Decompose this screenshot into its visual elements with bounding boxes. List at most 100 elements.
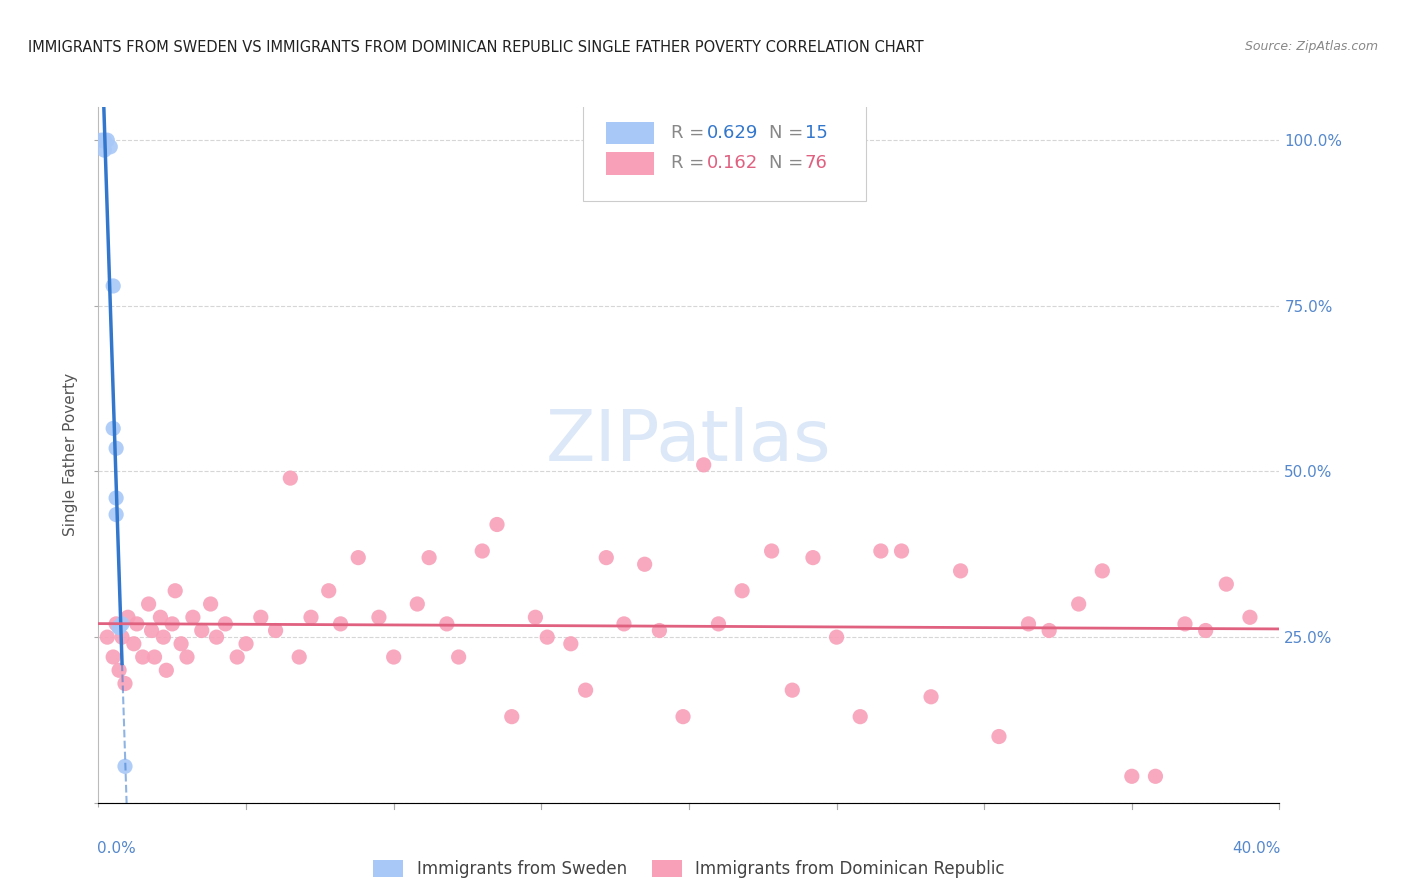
Point (633, 558, 655, 572)
Point (595, 550, 617, 565)
Text: 0.162: 0.162 (707, 154, 758, 172)
Text: 0.629: 0.629 (707, 124, 758, 142)
Point (143, 650, 166, 665)
FancyBboxPatch shape (606, 153, 654, 175)
Point (329, 616, 352, 631)
Point (114, 759, 136, 773)
FancyBboxPatch shape (582, 103, 866, 201)
Point (105, 508, 128, 522)
Point (105, 616, 128, 631)
Point (560, 637, 582, 651)
Point (122, 637, 145, 651)
Point (524, 610, 547, 624)
Point (125, 616, 148, 631)
Point (1215, 577, 1237, 591)
Point (761, 544, 783, 558)
Point (1144, 769, 1167, 783)
Point (368, 610, 391, 624)
Text: 0.0%: 0.0% (97, 841, 136, 856)
Point (103, 279, 125, 293)
Point (200, 597, 222, 611)
Point (1195, 624, 1218, 638)
Text: IMMIGRANTS FROM SWEDEN VS IMMIGRANTS FROM DOMINICAN REPUBLIC SINGLE FATHER POVER: IMMIGRANTS FROM SWEDEN VS IMMIGRANTS FRO… (28, 40, 924, 55)
Point (98, 140, 121, 154)
Point (1091, 564, 1114, 578)
Point (406, 597, 429, 611)
Point (170, 637, 193, 651)
Point (920, 690, 942, 704)
Point (693, 458, 716, 472)
Point (114, 676, 136, 690)
Text: R =: R = (671, 154, 710, 172)
Point (141, 624, 163, 638)
Point (111, 616, 134, 631)
Point (447, 650, 470, 665)
Legend: Immigrants from Sweden, Immigrants from Dominican Republic: Immigrants from Sweden, Immigrants from … (367, 854, 1011, 885)
Point (149, 610, 172, 624)
Point (93, 143, 115, 157)
Point (93, 133, 115, 147)
Point (486, 517, 509, 532)
Point (1038, 624, 1060, 638)
Point (1067, 597, 1090, 611)
Text: 76: 76 (804, 154, 828, 172)
Point (418, 550, 440, 565)
Point (90, 133, 112, 147)
Point (103, 650, 125, 665)
Point (105, 442, 128, 456)
Y-axis label: Single Father Poverty: Single Father Poverty (63, 374, 79, 536)
Point (436, 616, 458, 631)
Point (96, 630, 118, 644)
Point (191, 624, 214, 638)
Point (108, 620, 131, 634)
Point (117, 610, 139, 624)
Point (782, 683, 804, 698)
Point (165, 583, 187, 598)
Point (235, 637, 257, 651)
Point (278, 471, 302, 485)
Point (382, 650, 405, 665)
Point (96, 133, 118, 147)
FancyBboxPatch shape (606, 121, 654, 144)
Point (801, 550, 824, 565)
Point (613, 616, 636, 631)
Point (264, 624, 287, 638)
Point (181, 610, 204, 624)
Point (1121, 769, 1143, 783)
Point (103, 421, 125, 435)
Point (318, 583, 340, 598)
Point (138, 597, 160, 611)
Point (155, 663, 177, 677)
Point (1174, 616, 1197, 631)
Point (648, 624, 671, 638)
Point (288, 650, 311, 665)
Point (574, 683, 596, 698)
Point (108, 620, 131, 634)
Point (949, 564, 972, 578)
Point (205, 630, 228, 644)
Point (214, 616, 236, 631)
Point (105, 491, 128, 505)
Point (890, 544, 912, 558)
Text: ZIPatlas: ZIPatlas (546, 407, 832, 475)
Point (471, 544, 494, 558)
Point (299, 610, 322, 624)
Point (162, 616, 183, 631)
Text: 15: 15 (804, 124, 828, 142)
Point (869, 544, 891, 558)
Point (672, 709, 695, 723)
Point (132, 650, 155, 665)
Point (1017, 616, 1039, 631)
Point (226, 650, 249, 665)
Point (108, 663, 131, 677)
Point (1239, 610, 1261, 624)
Point (176, 650, 198, 665)
Point (731, 583, 754, 598)
Point (849, 709, 872, 723)
Point (347, 550, 370, 565)
Text: N =: N = (769, 154, 810, 172)
Point (987, 730, 1010, 744)
Text: 40.0%: 40.0% (1232, 841, 1281, 856)
Text: R =: R = (671, 124, 710, 142)
Point (108, 620, 131, 634)
